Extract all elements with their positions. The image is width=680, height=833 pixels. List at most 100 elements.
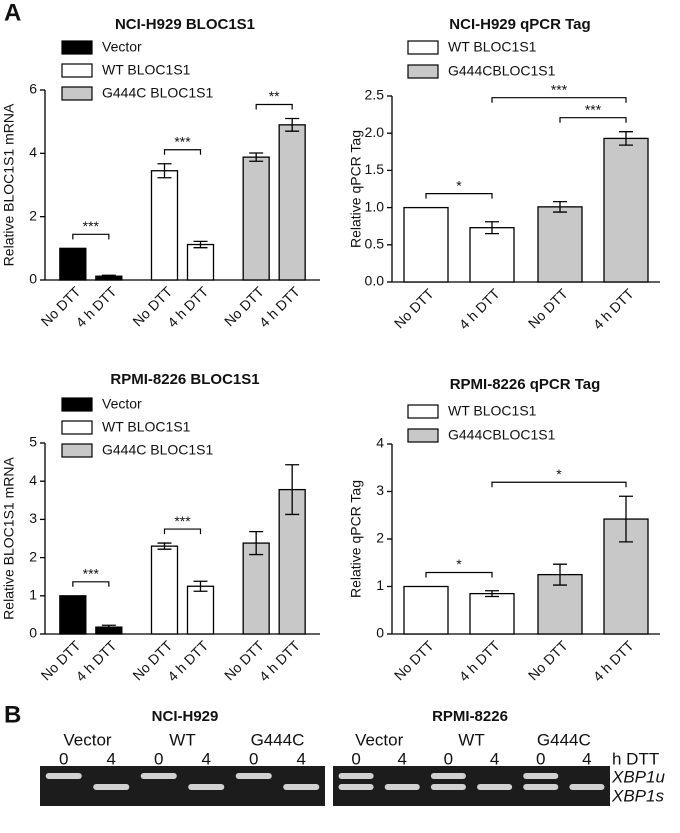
y-tick-label: 3 bbox=[29, 510, 37, 526]
legend-label: WT BLOC1S1 bbox=[102, 62, 191, 78]
y-tick-label: 1.5 bbox=[365, 161, 385, 177]
x-tick-label: 4 h DTT bbox=[164, 637, 211, 684]
legend-swatch bbox=[407, 40, 439, 55]
legend-swatch bbox=[407, 404, 439, 419]
chart-title: RPMI-8226 qPCR Tag bbox=[450, 376, 601, 393]
gel-title: RPMI-8226 bbox=[432, 708, 508, 725]
gel-band bbox=[188, 784, 225, 790]
x-tick-label: 4 h DTT bbox=[72, 637, 119, 684]
significance-bracket bbox=[72, 233, 110, 240]
significance-bracket bbox=[72, 581, 110, 587]
error-bar bbox=[485, 221, 499, 235]
error-bar bbox=[193, 240, 208, 249]
bar bbox=[150, 170, 179, 281]
legend-label: G444C BLOC1S1 bbox=[102, 85, 213, 101]
significance-bracket bbox=[163, 528, 202, 535]
legend-swatch bbox=[61, 420, 93, 435]
lane-label: 4 bbox=[107, 749, 116, 768]
x-tick-label: No DTT bbox=[391, 637, 437, 683]
legend-swatch bbox=[61, 397, 93, 412]
bar bbox=[469, 592, 515, 635]
legend-swatch bbox=[61, 443, 93, 458]
legend-swatch bbox=[407, 64, 439, 79]
bar bbox=[59, 595, 87, 635]
significance-bracket bbox=[163, 149, 202, 155]
x-tick-label: 4 h DTT bbox=[72, 283, 119, 330]
y-tick-label: 2 bbox=[376, 530, 384, 546]
legend-label: Vector bbox=[102, 396, 142, 412]
legend-label: Vector bbox=[102, 39, 142, 55]
legend-label: WT BLOC1S1 bbox=[448, 39, 537, 55]
error-bar bbox=[157, 163, 172, 179]
x-tick-label: 4 h DTT bbox=[590, 285, 637, 332]
lane-label: 0 bbox=[154, 749, 163, 768]
significance-bracket bbox=[559, 117, 627, 123]
significance-label: *** bbox=[83, 218, 100, 234]
significance-label: *** bbox=[174, 513, 191, 529]
error-bar bbox=[285, 117, 300, 132]
gel-band bbox=[477, 784, 513, 790]
bar bbox=[403, 206, 449, 283]
x-tick-label: 4 h DTT bbox=[256, 283, 303, 330]
error-bar bbox=[101, 624, 116, 630]
x-tick-label: 4 h DTT bbox=[456, 285, 503, 332]
y-axis-label: Relative qPCR Tag bbox=[348, 130, 364, 248]
y-tick-label: 2.0 bbox=[365, 124, 385, 140]
time-label: h DTT bbox=[612, 749, 659, 768]
lane-group-label: WT bbox=[169, 730, 195, 749]
significance-bracket bbox=[491, 97, 627, 103]
significance-label: ** bbox=[269, 88, 280, 104]
bar bbox=[537, 206, 583, 283]
error-bar bbox=[619, 131, 633, 146]
gel-band bbox=[430, 773, 466, 779]
x-tick-label: 4 h DTT bbox=[164, 283, 211, 330]
bar bbox=[278, 124, 306, 281]
significance-bracket bbox=[491, 481, 627, 488]
lane-label: 4 bbox=[582, 749, 591, 768]
lane-label: 0 bbox=[249, 749, 258, 768]
panel-label: A bbox=[4, 0, 21, 26]
gel bbox=[40, 766, 325, 806]
legend-label: G444CBLOC1S1 bbox=[448, 63, 556, 79]
gel-band bbox=[569, 784, 605, 790]
y-tick-label: 0 bbox=[29, 625, 37, 641]
legend-swatch bbox=[407, 428, 439, 443]
lane-label: 4 bbox=[297, 749, 306, 768]
x-tick-label: No DTT bbox=[525, 285, 571, 331]
y-tick-label: 2.5 bbox=[365, 87, 385, 103]
gel-title: NCI-H929 bbox=[152, 708, 219, 725]
gel-band bbox=[523, 773, 559, 779]
significance-label: * bbox=[456, 177, 462, 193]
error-bar bbox=[553, 563, 567, 586]
gel bbox=[333, 766, 610, 806]
bar bbox=[186, 585, 215, 635]
lane-label: 0 bbox=[536, 749, 545, 768]
x-tick-label: 4 h DTT bbox=[456, 637, 503, 684]
bar bbox=[242, 156, 270, 281]
error-bar bbox=[193, 580, 208, 592]
y-tick-label: 0 bbox=[29, 271, 37, 287]
gel-band bbox=[430, 784, 466, 790]
legend-swatch bbox=[61, 63, 93, 78]
x-tick-label: 4 h DTT bbox=[590, 637, 637, 684]
legend-label: G444C BLOC1S1 bbox=[102, 442, 213, 458]
y-tick-label: 5 bbox=[29, 434, 37, 450]
gel-band bbox=[338, 784, 374, 790]
error-bar bbox=[249, 530, 264, 556]
y-tick-label: 2 bbox=[29, 207, 37, 223]
gel-band bbox=[384, 784, 420, 790]
lane-label: 4 bbox=[202, 749, 211, 768]
error-bar bbox=[619, 495, 633, 543]
significance-label: *** bbox=[585, 101, 602, 117]
significance-label: *** bbox=[83, 566, 100, 582]
y-axis-label: Relative BLOC1S1 mRNA bbox=[1, 457, 17, 620]
lane-label: 0 bbox=[59, 749, 68, 768]
y-tick-label: 0.5 bbox=[365, 236, 385, 252]
legend-swatch bbox=[61, 40, 93, 55]
bar bbox=[469, 227, 515, 283]
error-bar bbox=[485, 590, 499, 598]
lane-label: 0 bbox=[444, 749, 453, 768]
bar bbox=[186, 243, 215, 281]
lane-group-label: Vector bbox=[355, 730, 404, 749]
